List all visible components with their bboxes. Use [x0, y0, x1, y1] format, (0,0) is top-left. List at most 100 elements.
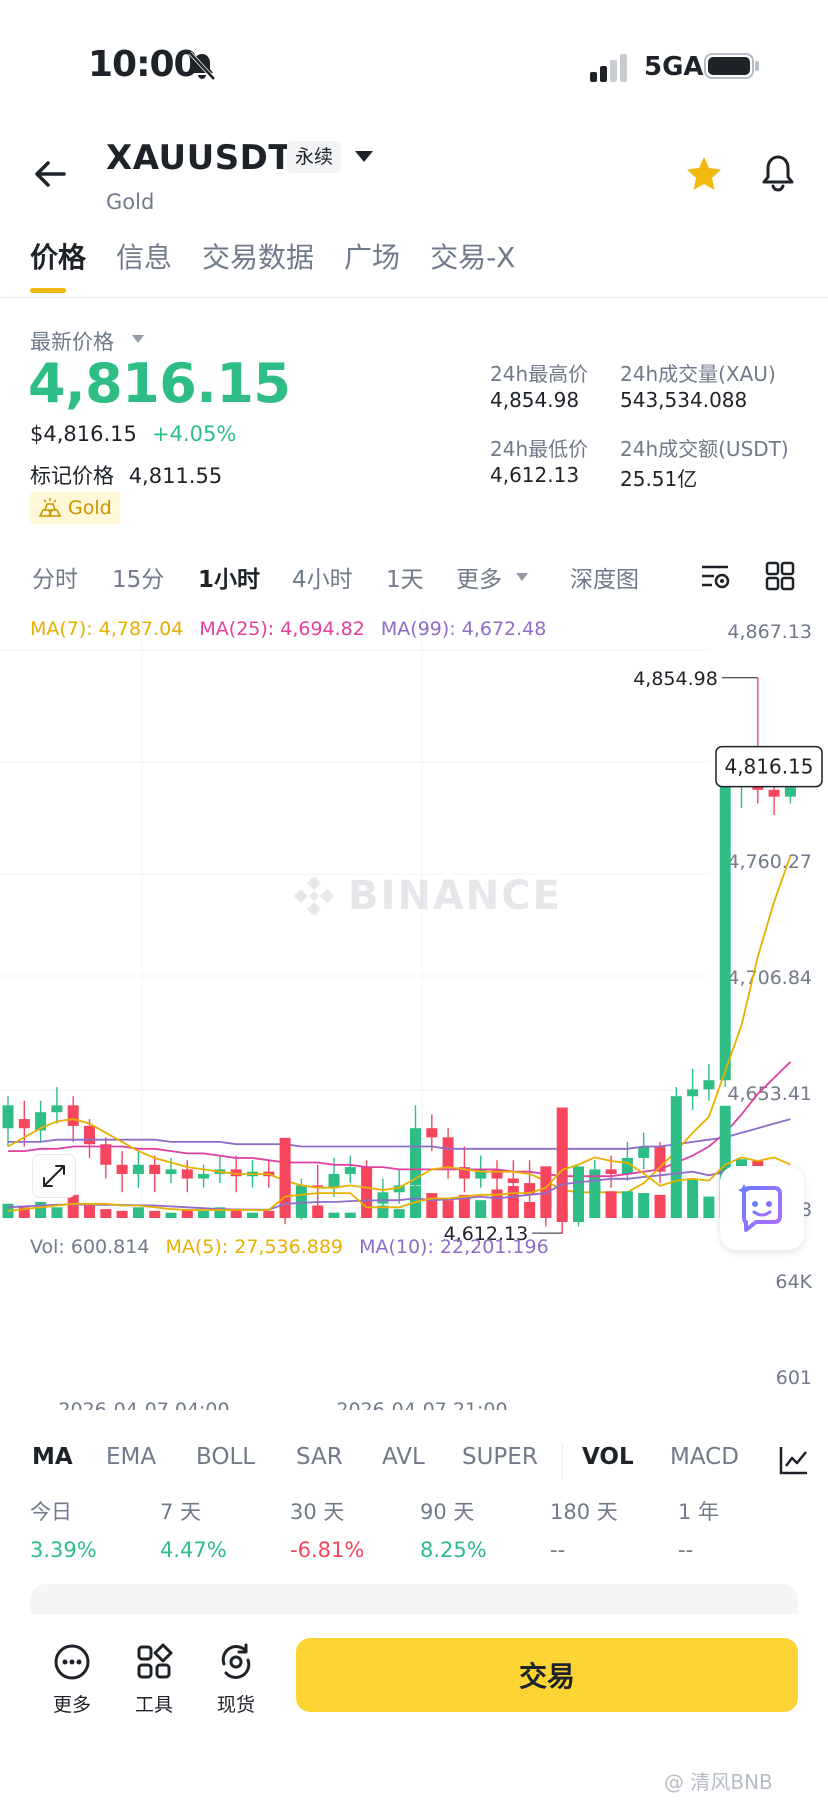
volume-bar	[247, 1212, 258, 1218]
interval-15m[interactable]: 15分	[112, 567, 165, 593]
notice-card[interactable]	[30, 1584, 798, 1614]
candle-body	[768, 789, 780, 797]
perf-value: 8.25%	[420, 1538, 487, 1562]
kline-chart[interactable]: 4,867.13 4,760.27 4,706.84 4,653.41 8 64K 601 2…	[0, 610, 828, 1410]
volume-bar	[507, 1185, 519, 1218]
high-price-label: 4,854.98	[633, 668, 718, 690]
interval-4h[interactable]: 4小时	[292, 567, 353, 593]
mark-price-value: 4,811.55	[128, 464, 223, 488]
indicator-settings-icon[interactable]	[778, 1444, 810, 1476]
tools-button[interactable]: 工具	[124, 1642, 184, 1717]
indicator-ema[interactable]: EMA	[106, 1444, 157, 1470]
expand-icon	[43, 1165, 65, 1187]
volume-bar	[654, 1194, 666, 1218]
candle-body	[491, 1169, 503, 1179]
candle-body	[426, 1128, 438, 1138]
volume-axis-label: 64K	[775, 1271, 812, 1293]
volume-bar	[589, 1178, 601, 1218]
perf-value: 4.47%	[160, 1538, 227, 1562]
volume-bar	[149, 1210, 161, 1218]
spot-button[interactable]: 现货	[206, 1642, 266, 1717]
caret-down-icon[interactable]	[131, 334, 145, 344]
tab-square[interactable]: 广场	[344, 241, 401, 274]
volume-bar	[687, 1178, 699, 1218]
candle-body	[165, 1169, 177, 1174]
perf-label: 30 天	[290, 1500, 345, 1524]
volume-bar	[621, 1191, 633, 1218]
interval-1h[interactable]: 1小时	[198, 567, 261, 593]
status-time: 10:00	[88, 44, 199, 85]
chart-settings-icon[interactable]	[700, 560, 732, 592]
price-alert-bell-icon[interactable]	[758, 152, 798, 194]
watermark-text: BINANCE	[348, 873, 562, 919]
tools-label: 工具	[134, 1694, 173, 1716]
candle-body	[100, 1144, 112, 1165]
indicator-ma[interactable]: MA	[32, 1444, 73, 1470]
volume-bar	[263, 1210, 275, 1218]
x-axis-label: 2026-04-07 21:00	[336, 1399, 507, 1410]
turnover-24h-value: 25.51亿	[620, 467, 698, 491]
volume-24h-label: 24h成交量(XAU)	[620, 362, 776, 386]
more-button[interactable]: 更多	[42, 1642, 102, 1717]
volume-bar	[703, 1196, 715, 1218]
candle-body	[442, 1137, 454, 1168]
volume-bar	[181, 1209, 193, 1218]
candle-body	[393, 1185, 405, 1193]
symbol-title[interactable]: XAUUSDT	[106, 138, 293, 178]
indicator-boll[interactable]: BOLL	[196, 1444, 256, 1470]
indicator-divider	[562, 1444, 563, 1478]
back-arrow-icon[interactable]	[30, 154, 70, 194]
tab-price[interactable]: 价格	[30, 236, 86, 296]
volume-24h-value: 543,534.088	[620, 388, 748, 412]
favorite-star-icon[interactable]	[684, 154, 724, 194]
tab-trading-data[interactable]: 交易数据	[202, 241, 315, 274]
trade-button[interactable]: 交易	[296, 1638, 798, 1712]
interval-time[interactable]: 分时	[32, 567, 78, 593]
indicator-vol[interactable]: VOL	[582, 1444, 634, 1470]
tab-info[interactable]: 信息	[116, 241, 173, 274]
candle-body	[181, 1169, 193, 1179]
volume-bar	[719, 1105, 731, 1218]
tabs-divider	[0, 297, 828, 298]
indicator-macd[interactable]: MACD	[670, 1444, 739, 1470]
volume-bar	[393, 1209, 405, 1218]
interval-1d[interactable]: 1天	[386, 567, 424, 593]
candle-body	[687, 1089, 699, 1097]
candle-body	[312, 1185, 324, 1188]
candle-body	[116, 1164, 128, 1174]
ma99-legend: MA(99): 4,672.48	[380, 618, 547, 640]
indicator-super[interactable]: SUPER	[462, 1444, 538, 1470]
indicator-avl[interactable]: AVL	[382, 1444, 425, 1470]
layout-grid-icon[interactable]	[764, 560, 796, 592]
candle-body	[149, 1164, 161, 1174]
perf-1y: 1 年 --	[678, 1496, 719, 1562]
caret-down-icon[interactable]	[515, 572, 529, 582]
high-24h-value: 4,854.98	[490, 388, 580, 412]
gold-tag[interactable]: Gold	[30, 492, 120, 524]
y-axis-label: 4,653.41	[727, 1083, 812, 1105]
interval-more[interactable]: 更多	[456, 567, 502, 593]
fullscreen-button[interactable]	[32, 1154, 76, 1198]
binance-logo-icon	[294, 876, 334, 916]
usd-price: $4,816.15	[30, 422, 137, 446]
volume-legend-value: Vol: 600.814	[30, 1236, 150, 1258]
depth-chart-tab[interactable]: 深度图	[570, 567, 639, 593]
kline-chart-canvas[interactable]: 4,867.134,760.274,706.844,653.41864K6012…	[0, 610, 828, 1410]
ai-assistant-button[interactable]	[720, 1166, 804, 1250]
indicator-sar[interactable]: SAR	[296, 1444, 343, 1470]
ma-legend: MA(7): 4,787.04 MA(25): 4,694.82 MA(99):…	[30, 618, 546, 640]
volume-bar	[361, 1201, 373, 1218]
volume-ma5-legend: MA(5): 27,536.889	[165, 1236, 344, 1258]
perf-label: 1 年	[678, 1500, 720, 1524]
candle-body	[361, 1167, 373, 1204]
caret-down-icon[interactable]	[354, 150, 374, 164]
candle-body	[18, 1119, 30, 1129]
volume-bar	[116, 1210, 128, 1218]
network-type: 5GA	[644, 52, 704, 82]
last-price-label[interactable]: 最新价格	[30, 330, 114, 354]
perf-value: -6.81%	[290, 1538, 365, 1562]
gold-tag-label: Gold	[68, 497, 112, 519]
tab-trade-x[interactable]: 交易-X	[430, 241, 516, 274]
volume-axis-label: 601	[776, 1367, 812, 1389]
volume-bar	[214, 1207, 226, 1218]
